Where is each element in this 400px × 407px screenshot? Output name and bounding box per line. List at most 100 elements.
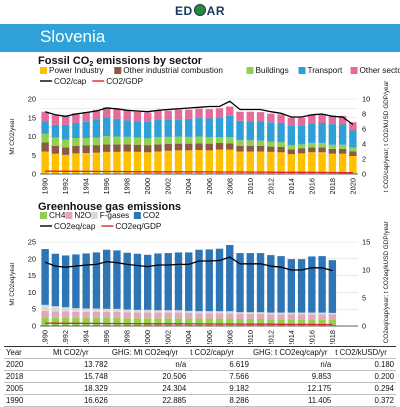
bar-segment — [82, 112, 90, 122]
bar-segment — [287, 314, 296, 320]
table-row: 2005 18.329 24.304 9.182 12.175 0.294 — [4, 382, 396, 395]
edgar-logo: ED AR — [0, 0, 400, 22]
bar-segment — [92, 145, 101, 153]
bar-segment — [297, 312, 306, 315]
x-tick-label: 2002 — [164, 330, 173, 344]
y-axis-label: Mt CO2/year — [9, 118, 16, 155]
bar-segment — [246, 312, 254, 314]
x-tick-label: 2004 — [184, 178, 193, 194]
summary-table: Year Mt CO2/yr GHG: Mt CO2eq/yr t CO2/ca… — [4, 346, 396, 407]
x-tick-label: 1994 — [82, 330, 91, 344]
bar-segment — [133, 111, 142, 122]
bar-segment — [338, 124, 347, 145]
legend-swatch — [65, 212, 73, 219]
bar-segment — [256, 318, 265, 326]
table-cell: 1990 — [4, 394, 52, 407]
chart-title-part: Fossil CO — [38, 55, 90, 67]
y-right-axis-label: t CO2/cap/year; t CO2/kUSD GDP/year — [383, 80, 390, 192]
bar-segment — [123, 144, 131, 152]
bar-segment — [236, 140, 244, 146]
table-cell: 20.506 — [109, 370, 189, 383]
y-tick-label: 0 — [32, 322, 36, 331]
bar-segment — [267, 122, 275, 142]
bar-segment — [236, 313, 244, 319]
x-tick-label: 1998 — [123, 330, 132, 344]
y-right-tick-label: 4 — [362, 140, 366, 149]
legend-swatch — [90, 212, 98, 219]
legend-label: N2O — [74, 211, 91, 220]
table-cell: 0.294 — [333, 382, 396, 395]
y-right-tick-label: 6 — [362, 125, 366, 134]
bar-segment — [61, 147, 70, 155]
bar-segment — [318, 256, 326, 313]
bar-segment — [246, 121, 254, 141]
table-cell: 9.182 — [188, 382, 251, 395]
bar-segment — [338, 148, 347, 154]
bar-segment — [349, 151, 357, 156]
y-tick-label: 10 — [28, 132, 36, 141]
chart-title-part: emissions by sector — [93, 55, 203, 67]
table-row: 2020 13.782 n/a 6.619 n/a 0.180 — [4, 358, 396, 371]
table-cell: 7.566 — [188, 370, 251, 383]
y-axis-label: Mt CO2eq/year — [9, 261, 16, 305]
bar-segment — [236, 312, 244, 314]
bar-segment — [164, 110, 172, 120]
bar-segment — [267, 255, 275, 313]
bar-segment — [82, 121, 90, 138]
bar-segment — [164, 120, 172, 137]
bar-segment — [205, 143, 213, 151]
bar-segment — [236, 111, 244, 121]
bar-segment — [61, 154, 70, 174]
bar-segment — [297, 319, 306, 326]
bar-segment — [185, 252, 193, 311]
bar-segment — [277, 147, 285, 153]
bar-segment — [51, 137, 60, 146]
bar-segment — [328, 319, 337, 326]
bar-segment — [256, 313, 265, 319]
bar-segment — [113, 317, 121, 326]
legend-label: CH4 — [49, 211, 66, 220]
bar-segment — [133, 312, 142, 319]
bar-segment — [226, 245, 234, 312]
bar-segment — [297, 126, 306, 145]
bar-segment — [61, 317, 70, 326]
bar-segment — [277, 142, 285, 147]
y-right-tick-label: 10 — [362, 95, 370, 104]
logo-text-left: ED — [174, 4, 193, 18]
legend-swatch — [40, 67, 47, 74]
bar-segment — [72, 254, 80, 309]
bar-segment — [185, 136, 193, 144]
bar-segment — [256, 312, 265, 314]
table-cell: 0.200 — [333, 370, 396, 383]
x-tick-label: 1994 — [82, 178, 91, 194]
bar-segment — [72, 113, 80, 123]
bar-segment — [205, 249, 213, 312]
x-tick-label: 1992 — [61, 178, 70, 194]
bar-segment — [164, 136, 172, 144]
bar-segment — [246, 111, 254, 122]
bar-segment — [154, 253, 162, 311]
bar-segment — [185, 143, 193, 151]
bar-segment — [174, 312, 183, 319]
table-header-row: Year Mt CO2/yr GHG: Mt CO2eq/yr t CO2/ca… — [4, 346, 396, 359]
y-tick-label: 25 — [28, 238, 36, 247]
table-cell: 15.748 — [51, 370, 110, 383]
bar-segment — [328, 144, 337, 149]
bar-segment — [72, 317, 80, 326]
bar-segment — [113, 118, 121, 137]
bar-segment — [174, 109, 183, 120]
x-tick-label: 2004 — [184, 330, 193, 344]
legend-label: CO2/cap — [54, 77, 87, 86]
bar-segment — [287, 154, 296, 174]
bar-segment — [144, 121, 152, 139]
table-cell: 2018 — [4, 370, 52, 383]
y-right-tick-label: 10 — [362, 266, 370, 275]
bar-segment — [92, 152, 101, 174]
bar-segment — [113, 144, 121, 152]
bar-segment — [154, 110, 162, 120]
bar-segment — [133, 144, 142, 152]
bar-segment — [154, 137, 162, 145]
bar-segment — [226, 318, 234, 326]
bar-segment — [349, 156, 357, 174]
